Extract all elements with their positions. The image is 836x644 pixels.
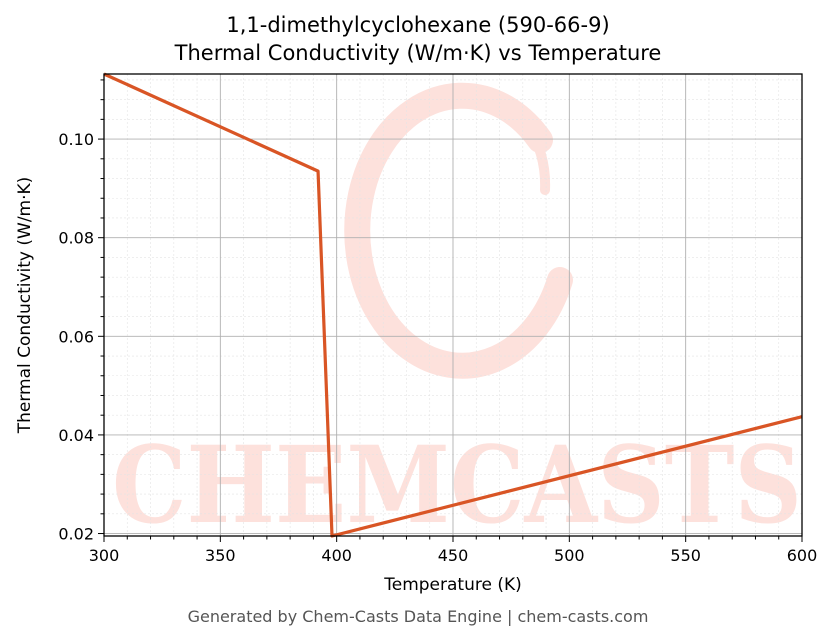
- y-tick-label: 0.06: [58, 327, 94, 346]
- y-tick-label: 0.02: [58, 525, 94, 544]
- footer-credit: Generated by Chem-Casts Data Engine | ch…: [187, 607, 649, 626]
- watermark-arc-inner: [465, 89, 551, 195]
- y-axis-label: Thermal Conductivity (W/m·K): [15, 176, 35, 434]
- series-layer: [103, 72, 803, 538]
- y-tick-label: 0.10: [58, 130, 94, 149]
- y-tick-label: 0.08: [58, 229, 94, 248]
- y-axis-ticks: 0.02 0.04 0.06 0.08 0.10: [58, 79, 104, 544]
- series-line-0: [103, 72, 803, 538]
- chart-title-line-2: Thermal Conductivity (W/m·K) vs Temperat…: [174, 41, 662, 65]
- x-tick-label: 500: [554, 546, 585, 565]
- watermark-text: CHEMCASTS: [112, 422, 802, 547]
- x-axis-label: Temperature (K): [384, 575, 522, 595]
- x-axis-ticks: 300 350 400 450 500 550 600: [89, 536, 818, 565]
- watermark: CHEMCASTS: [112, 82, 802, 547]
- x-tick-label: 550: [670, 546, 701, 565]
- x-tick-label: 450: [438, 546, 469, 565]
- x-tick-label: 400: [321, 546, 352, 565]
- watermark-logo-icon: [344, 82, 573, 379]
- x-tick-label: 350: [205, 546, 236, 565]
- y-tick-label: 0.04: [58, 426, 94, 445]
- x-tick-label: 300: [89, 546, 120, 565]
- chart-title-line-1: 1,1-dimethylcyclohexane (590-66-9): [226, 13, 610, 37]
- x-tick-label: 600: [787, 546, 818, 565]
